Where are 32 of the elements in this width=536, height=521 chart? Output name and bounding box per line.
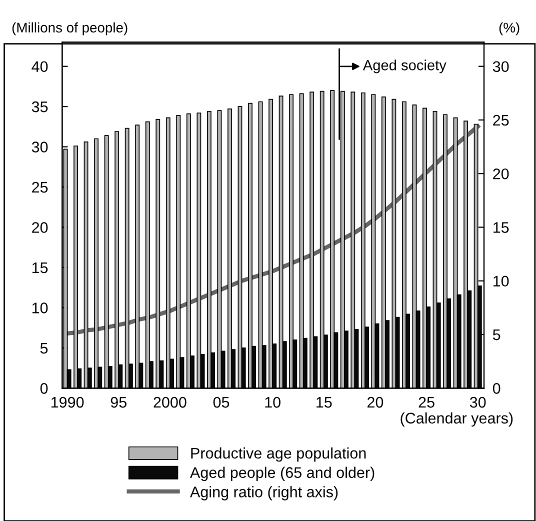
x-tick-label: 05 xyxy=(213,396,230,408)
legend-label: Aging ratio (right axis) xyxy=(190,486,338,500)
y2-tick-label: 15 xyxy=(494,222,509,233)
x-tick-label: 2000 xyxy=(154,396,186,408)
legend-label: Productive age population xyxy=(191,447,366,462)
y-tick-label: 25 xyxy=(32,182,48,193)
x-axis-title: (Calendar years) xyxy=(400,412,513,427)
y2-tick-label: 20 xyxy=(493,168,509,180)
y-axis-title: (Millions of people) xyxy=(12,22,128,36)
y2-tick-label: 25 xyxy=(493,114,509,126)
y2-tick-label: 5 xyxy=(492,330,500,340)
y-tick-label: 10 xyxy=(32,302,48,314)
y-tick-label: 5 xyxy=(40,342,48,354)
x-tick-label: 20 xyxy=(367,396,384,408)
x-tick-label: 10 xyxy=(265,396,280,408)
y-tick-label: 20 xyxy=(32,222,48,233)
y2-tick-label: 30 xyxy=(492,61,509,72)
y-tick-label: 40 xyxy=(32,61,48,72)
x-tick-label: 30 xyxy=(470,396,486,408)
legend-label: Aged people (65 and older) xyxy=(190,466,374,482)
x-tick-label: 1990 xyxy=(51,396,84,408)
y2-tick-label: 0 xyxy=(492,383,500,394)
ref-line-label: Aged society xyxy=(362,60,446,74)
x-tick-label: 15 xyxy=(316,397,332,408)
y-tick-label: 15 xyxy=(32,262,48,274)
y-tick-label: 0 xyxy=(40,383,48,394)
y2-tick-label: 10 xyxy=(494,276,509,287)
y-tick-label: 35 xyxy=(32,101,48,112)
y-tick-label: 30 xyxy=(32,142,48,152)
x-tick-label: 25 xyxy=(418,396,434,408)
x-tick-label: 95 xyxy=(110,396,126,408)
y2-axis-title: (%) xyxy=(499,22,520,36)
